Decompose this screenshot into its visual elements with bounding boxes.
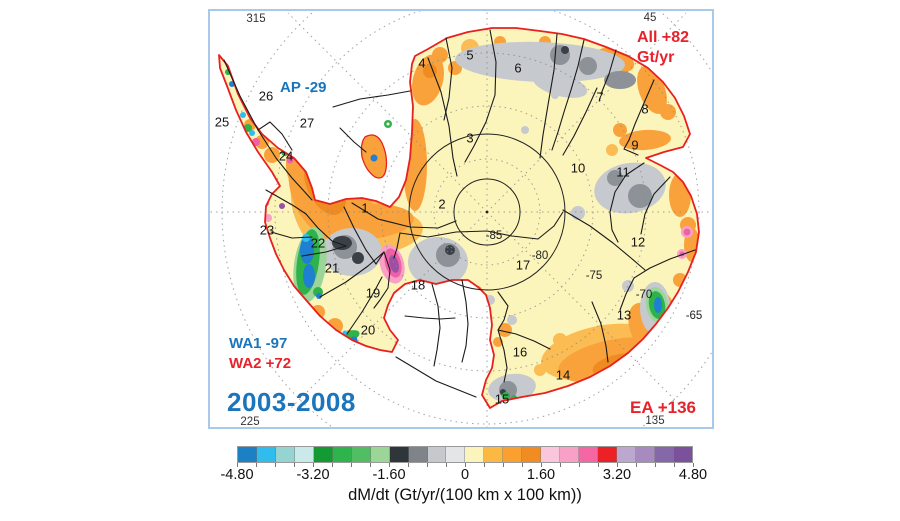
colorbar-tick-labels: -4.80 -3.20 -1.60 0 1.60 3.20 4.80	[220, 467, 707, 483]
colorbar-segment	[256, 447, 276, 462]
colorbar-title: dM/dt (Gt/yr/(100 km x 100 km))	[348, 486, 582, 504]
colorbar-segment	[522, 447, 542, 462]
colorbar-tick-label: -4.80	[220, 467, 254, 483]
colorbar-tick	[294, 463, 295, 467]
colorbar-tick	[351, 463, 352, 467]
colorbar-tick	[255, 463, 257, 467]
colorbar-tick	[655, 463, 656, 467]
colorbar-tick	[503, 463, 504, 467]
coastline	[218, 27, 700, 409]
colorbar-segment	[541, 447, 561, 462]
colorbar-tick-label: 1.60	[526, 467, 556, 483]
colorbar-tick	[408, 463, 409, 467]
colorbar-tick	[388, 463, 390, 467]
colorbar-tick	[312, 463, 314, 467]
colorbar-tick	[579, 463, 580, 467]
colorbar-tick	[370, 463, 371, 467]
colorbar-segment	[408, 447, 428, 462]
colorbar-segment	[446, 447, 466, 462]
colorbar-segment	[654, 447, 674, 462]
colorbar-tick-label: -1.60	[372, 467, 406, 483]
colorbar-segment	[560, 447, 580, 462]
colorbar-segment	[351, 447, 371, 462]
colorbar-tick-label: -3.20	[296, 467, 330, 483]
colorbar-tickmarks	[237, 463, 694, 467]
colorbar-tick	[540, 463, 542, 467]
colorbar-tick	[560, 463, 561, 467]
colorbar-segment	[313, 447, 333, 462]
antarctica-map	[210, 11, 712, 427]
colorbar-segment	[673, 447, 692, 462]
colorbar-tick	[465, 463, 466, 467]
colorbar-tick	[427, 463, 428, 467]
colorbar-tick	[693, 463, 694, 467]
continent-fill	[219, 28, 699, 408]
colorbar-tick	[237, 463, 238, 467]
colorbar-tick	[598, 463, 599, 467]
colorbar-segment	[294, 447, 314, 462]
colorbar-tick	[274, 463, 276, 467]
pole-circles	[408, 133, 566, 291]
colorbar-segment	[275, 447, 295, 462]
colorbar-tick-label: 3.20	[602, 467, 632, 483]
colorbar-tick-label: 4.80	[678, 467, 708, 483]
colorbar-tick	[617, 463, 618, 467]
colorbar	[237, 446, 693, 463]
colorbar-tick	[484, 463, 485, 467]
colorbar-segment	[332, 447, 352, 462]
colorbar-segment	[427, 447, 447, 462]
colorbar-segment	[238, 447, 257, 462]
colorbar-segment	[636, 447, 655, 462]
colorbar-tick	[522, 463, 523, 467]
colorbar-segment	[503, 447, 523, 462]
colorbar-tick	[636, 463, 637, 467]
colorbar-segment	[370, 447, 390, 462]
colorbar-segment	[617, 447, 637, 462]
colorbar-segment	[465, 447, 485, 462]
colorbar-segment	[484, 447, 504, 462]
colorbar-segment	[598, 447, 618, 462]
colorbar-tick-label: 0	[460, 467, 470, 483]
colorbar-tick	[674, 463, 675, 467]
map-frame: AP -29 All +82 Gt/yr WA1 -97 WA2 +72 200…	[208, 9, 714, 429]
colorbar-segment	[579, 447, 599, 462]
colorbar-tick	[332, 463, 333, 467]
berkner-island	[360, 120, 392, 179]
colorbar-segment	[389, 447, 409, 462]
colorbar-tick	[446, 463, 447, 467]
